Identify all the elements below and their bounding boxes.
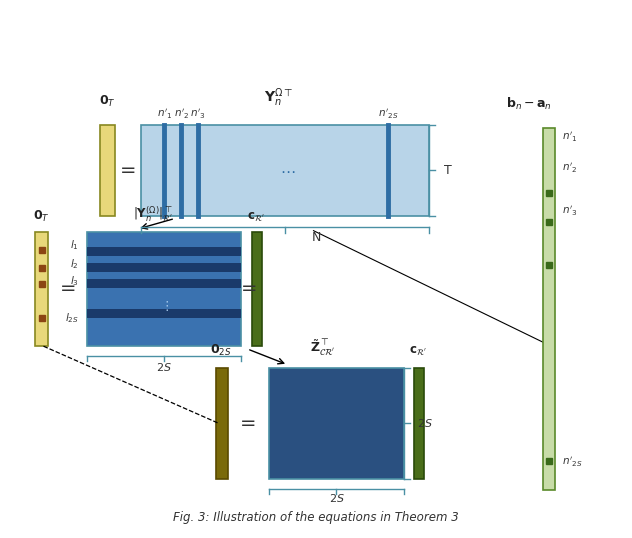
- Text: $2S$: $2S$: [329, 492, 344, 504]
- Bar: [87, 232, 241, 346]
- Text: $2S$: $2S$: [418, 417, 434, 429]
- Bar: [269, 367, 404, 479]
- Text: $\cdots$: $\cdots$: [280, 163, 296, 178]
- Bar: [87, 263, 241, 272]
- Bar: [87, 309, 241, 318]
- Bar: [414, 367, 423, 479]
- Text: $n'_1$: $n'_1$: [157, 107, 172, 121]
- Text: N: N: [312, 231, 320, 244]
- Text: =: =: [240, 414, 257, 433]
- Text: $\mathbf{0}_{2S}$: $\mathbf{0}_{2S}$: [210, 343, 231, 358]
- Text: $|\mathbf{Y}_n^{(\Omega)}|^\top_{\mathcal{R}'}$: $|\mathbf{Y}_n^{(\Omega)}|^\top_{\mathca…: [133, 204, 173, 224]
- Text: $l_2$: $l_2$: [71, 257, 79, 271]
- Text: $n'_{2S}$: $n'_{2S}$: [562, 455, 582, 469]
- Bar: [87, 247, 241, 256]
- Text: Fig. 3: Illustration of the equations in Theorem 3: Fig. 3: Illustration of the equations in…: [173, 511, 459, 523]
- Text: $n'_3$: $n'_3$: [562, 203, 577, 217]
- Text: $l_1$: $l_1$: [70, 238, 79, 252]
- Text: $l_3$: $l_3$: [70, 274, 79, 288]
- Text: $l_{2S}$: $l_{2S}$: [65, 311, 79, 325]
- Text: T: T: [444, 164, 452, 177]
- Text: $\mathbf{b}_n - \mathbf{a}_n$: $\mathbf{b}_n - \mathbf{a}_n$: [506, 96, 552, 112]
- Bar: [216, 367, 228, 479]
- Text: $\mathbf{c}_{\mathcal{R}'}$: $\mathbf{c}_{\mathcal{R}'}$: [247, 211, 265, 224]
- Text: $\mathbf{Y}_n^{\Omega\top}$: $\mathbf{Y}_n^{\Omega\top}$: [264, 87, 293, 109]
- Text: $2S$: $2S$: [156, 360, 172, 373]
- Text: $n'_1$: $n'_1$: [562, 130, 577, 144]
- Bar: [543, 128, 556, 490]
- Text: $\mathbf{0}_T$: $\mathbf{0}_T$: [99, 94, 116, 109]
- Bar: [252, 232, 262, 346]
- Text: $\vdots$: $\vdots$: [160, 299, 169, 313]
- Bar: [35, 232, 48, 346]
- Text: =: =: [120, 161, 137, 180]
- Text: $\mathbf{0}_T$: $\mathbf{0}_T$: [33, 209, 50, 224]
- Text: $n'_2$: $n'_2$: [174, 107, 189, 121]
- Bar: [100, 125, 115, 216]
- Text: $n'_{2S}$: $n'_{2S}$: [378, 107, 398, 121]
- Bar: [140, 125, 428, 216]
- Text: $n'_3$: $n'_3$: [190, 107, 206, 121]
- Text: $\tilde{\mathbf{Z}}^\top_{\mathcal{CR}'}$: $\tilde{\mathbf{Z}}^\top_{\mathcal{CR}'}…: [310, 338, 335, 358]
- Text: $n'_2$: $n'_2$: [562, 161, 577, 175]
- Bar: [87, 279, 241, 288]
- Text: =: =: [59, 279, 76, 299]
- Text: $\mathbf{c}_{\mathcal{R}'}$: $\mathbf{c}_{\mathcal{R}'}$: [409, 345, 427, 358]
- Text: =: =: [241, 279, 257, 299]
